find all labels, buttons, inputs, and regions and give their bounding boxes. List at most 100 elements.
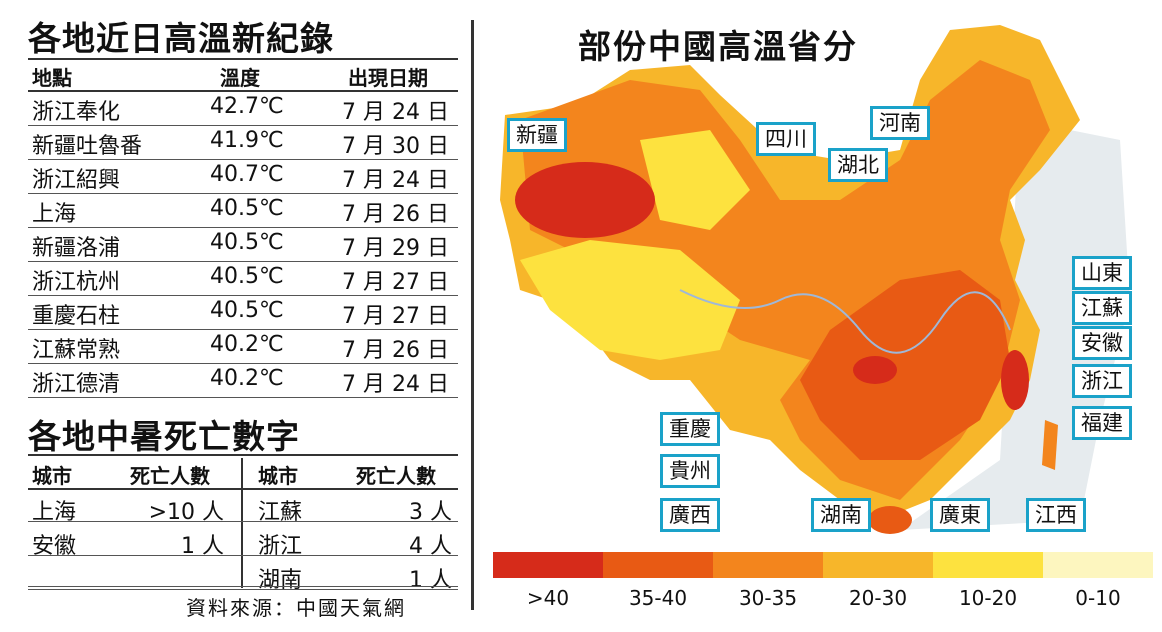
record-temp: 40.5℃ [210,298,284,323]
label-jiangsu: 江蘇 [1072,291,1132,325]
record-row-rule [28,329,458,330]
record-row: 浙江德清 40.2℃ 7 月 24 日 [28,364,458,398]
deaths-bottom-rule [28,586,458,587]
record-date: 7 月 27 日 [342,270,449,295]
death-left-city: 安徽 [32,534,77,559]
records-header: 地點 溫度 出現日期 [28,62,458,90]
record-temp: 42.7℃ [210,94,284,119]
record-date: 7 月 24 日 [342,372,449,397]
death-right-city: 江蘇 [258,500,303,525]
record-row-rule [28,227,458,228]
zone-over-40-xinjiang [515,162,655,238]
legend-swatch [493,552,603,578]
record-place: 上海 [32,202,77,227]
death-right-count: 3 人 [409,500,452,525]
hainan [868,506,912,534]
china-heat-map: 新疆 四川 湖北 河南 山東 江蘇 安徽 浙江 福建 重慶 貴州 廣西 湖南 廣… [480,0,1162,550]
record-temp: 40.5℃ [210,196,284,221]
death-row-rule [28,589,458,590]
deaths-header-count-right: 死亡人數 [356,464,436,488]
deaths-header-city-left: 城市 [32,464,72,488]
label-xinjiang: 新疆 [507,118,567,152]
zone-0-10 [640,130,750,230]
legend-label: 35-40 [628,586,688,610]
records-header-rule [28,90,458,92]
record-date: 7 月 24 日 [342,168,449,193]
legend-label: 10-20 [958,586,1018,610]
label-chongqing: 重慶 [660,412,720,446]
legend-label: 30-35 [738,586,798,610]
record-place: 浙江德清 [32,372,121,397]
label-guangdong: 廣東 [930,498,990,532]
deaths-header-rule [28,488,458,490]
record-temp: 40.5℃ [210,264,284,289]
taiwan [1042,420,1058,470]
legend-swatch [603,552,713,578]
label-fujian: 福建 [1072,406,1132,440]
record-date: 7 月 29 日 [342,236,449,261]
death-row-rule [28,555,458,556]
legend-swatch [933,552,1043,578]
deaths-title: 各地中暑死亡數字 [28,417,300,456]
record-temp: 41.9℃ [210,128,284,153]
records-panel: 各地近日高溫新紀錄 地點 溫度 出現日期 浙江奉化 42.7℃ 7 月 24 日新疆… [0,0,470,632]
map-title: 部份中國高溫省分 [578,27,858,66]
death-left-city: 上海 [32,500,77,525]
river [679,289,1011,354]
record-row: 新疆洛浦 40.5℃ 7 月 29 日 [28,228,458,262]
legend-label: >40 [526,586,570,610]
label-shandong: 山東 [1072,256,1132,290]
label-zhejiang: 浙江 [1072,364,1132,398]
record-row: 上海 40.5℃ 7 月 26 日 [28,194,458,228]
label-sichuan: 四川 [756,122,816,156]
record-temp: 40.7℃ [210,162,284,187]
record-row-rule [28,193,458,194]
label-guizhou: 貴州 [660,454,720,488]
record-row: 新疆吐魯番 41.9℃ 7 月 30 日 [28,126,458,160]
record-date: 7 月 30 日 [342,134,449,159]
record-row: 浙江奉化 42.7℃ 7 月 24 日 [28,92,458,126]
record-place: 重慶石柱 [32,304,121,329]
map-graphic [500,25,1130,534]
record-temp: 40.2℃ [210,332,284,357]
label-henan: 河南 [870,106,930,140]
record-row: 浙江杭州 40.5℃ 7 月 27 日 [28,262,458,296]
label-jiangxi: 江西 [1026,498,1086,532]
record-row-rule [28,363,458,364]
record-row: 重慶石柱 40.5℃ 7 月 27 日 [28,296,458,330]
record-row: 浙江紹興 40.7℃ 7 月 24 日 [28,160,458,194]
death-right-city: 湖南 [258,568,303,593]
deaths-top-rule [28,454,458,456]
header-place: 地點 [32,66,72,90]
legend-swatch [713,552,823,578]
death-left-count: >10 人 [148,500,224,525]
zone-over-40-zhejiang [1001,350,1029,410]
record-place: 新疆洛浦 [32,236,121,261]
label-hubei: 湖北 [828,148,888,182]
record-place: 江蘇常熟 [32,338,121,363]
legend-swatch [1043,552,1153,578]
record-date: 7 月 26 日 [342,202,449,227]
legend-swatch [823,552,933,578]
source-note: 資料來源：中國天氣網 [186,596,406,620]
deaths-column-divider [241,458,243,588]
record-row: 江蘇常熟 40.2℃ 7 月 26 日 [28,330,458,364]
death-right-count: 1 人 [409,568,452,593]
label-hunan: 湖南 [811,498,871,532]
zone-10-20 [520,240,740,360]
record-row-rule [28,397,458,398]
zone-35-40 [800,270,1010,460]
death-row-rule [28,521,458,522]
record-place: 新疆吐魯番 [32,134,143,159]
deaths-header-count-left: 死亡人數 [130,464,210,488]
records-title: 各地近日高溫新紀錄 [28,19,334,58]
record-row-rule [28,125,458,126]
record-date: 7 月 24 日 [342,100,449,125]
record-row-rule [28,295,458,296]
panel-divider [471,20,474,610]
header-date: 出現日期 [348,66,428,90]
record-temp: 40.2℃ [210,366,284,391]
death-right-city: 浙江 [258,534,303,559]
record-row-rule [28,261,458,262]
record-date: 7 月 27 日 [342,304,449,329]
